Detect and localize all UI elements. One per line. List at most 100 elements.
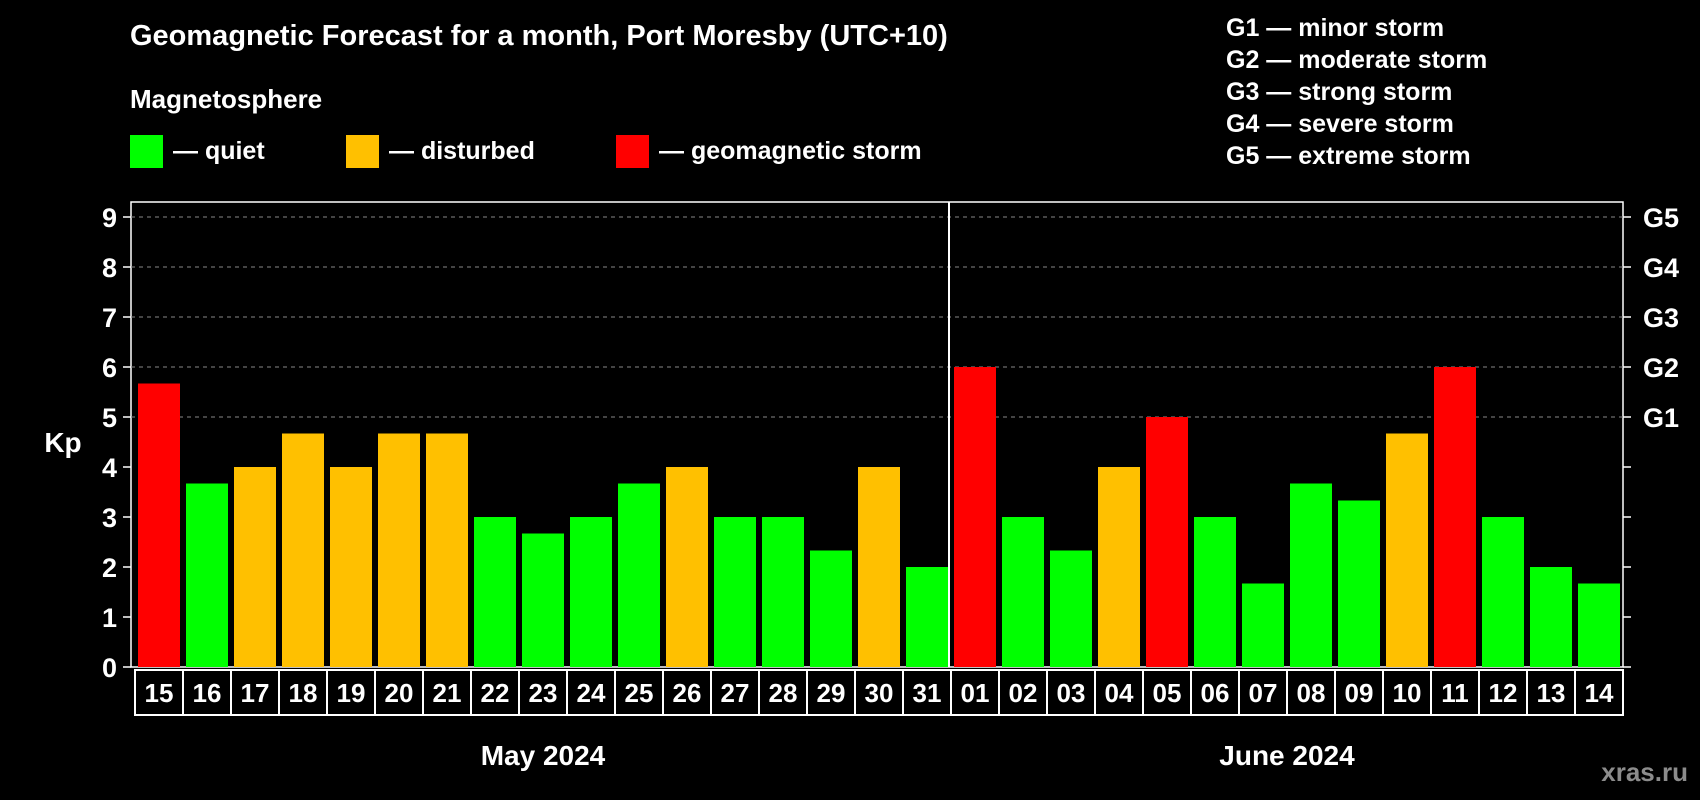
- legend-item-quiet: — quiet: [130, 134, 265, 168]
- bar-13: [1530, 567, 1572, 667]
- legend-swatch-disturbed: [346, 134, 379, 168]
- bar-29: [810, 550, 852, 667]
- legend-swatch-quiet: [130, 134, 163, 168]
- bar-17: [234, 467, 276, 667]
- bar-30: [858, 467, 900, 667]
- bar-26: [666, 467, 708, 667]
- storm-scale-g5: G5 — extreme storm: [1226, 142, 1471, 170]
- x-tick-label-23: 23: [529, 678, 558, 708]
- x-tick-label-12: 12: [1489, 678, 1518, 708]
- x-tick-label-01: 01: [961, 678, 990, 708]
- y-tick-label: 4: [102, 453, 117, 483]
- bar-14: [1578, 583, 1620, 667]
- bar-20: [378, 433, 420, 667]
- x-tick-label-22: 22: [481, 678, 510, 708]
- bar-04: [1098, 467, 1140, 667]
- x-tick-label-08: 08: [1297, 678, 1326, 708]
- x-tick-label-15: 15: [145, 678, 174, 708]
- storm-scale-g1: G1 — minor storm: [1226, 14, 1445, 42]
- right-axis-label-G2: G2: [1643, 353, 1679, 383]
- x-tick-label-09: 09: [1345, 678, 1374, 708]
- x-tick-label-05: 05: [1153, 678, 1182, 708]
- x-tick-label-07: 07: [1249, 678, 1278, 708]
- bar-11: [1434, 367, 1476, 667]
- legend-swatch-storm: [616, 134, 649, 168]
- x-tick-label-17: 17: [241, 678, 270, 708]
- y-tick-label: 2: [102, 553, 117, 583]
- legend-item-disturbed: — disturbed: [346, 134, 535, 168]
- x-tick-label-16: 16: [193, 678, 222, 708]
- x-tick-label-18: 18: [289, 678, 318, 708]
- bar-15: [138, 383, 180, 667]
- x-tick-label-28: 28: [769, 678, 798, 708]
- bar-16: [186, 483, 228, 667]
- right-axis-label-G4: G4: [1643, 253, 1679, 283]
- x-tick-label-24: 24: [577, 678, 606, 708]
- bar-08: [1290, 483, 1332, 667]
- x-tick-label-10: 10: [1393, 678, 1422, 708]
- x-tick-label-14: 14: [1585, 678, 1614, 708]
- y-tick-label: 5: [102, 403, 117, 433]
- x-tick-label-04: 04: [1105, 678, 1134, 708]
- date-axis-box: [134, 669, 1624, 716]
- bar-06: [1194, 517, 1236, 667]
- watermark: xras.ru: [1601, 757, 1688, 787]
- bar-02: [1002, 517, 1044, 667]
- storm-scale-g2: G2 — moderate storm: [1226, 46, 1488, 74]
- x-tick-label-21: 21: [433, 678, 462, 708]
- x-tick-label-11: 11: [1441, 678, 1469, 708]
- bar-21: [426, 433, 468, 667]
- x-tick-label-19: 19: [337, 678, 366, 708]
- x-tick-label-02: 02: [1009, 678, 1038, 708]
- y-tick-label: 6: [102, 353, 117, 383]
- bar-05: [1146, 417, 1188, 667]
- bar-31: [906, 567, 948, 667]
- month-label-0: May 2024: [481, 740, 606, 771]
- y-tick-label: 7: [102, 303, 117, 333]
- legend-item-storm: — geomagnetic storm: [616, 134, 922, 168]
- x-tick-label-29: 29: [817, 678, 846, 708]
- month-label-1: June 2024: [1219, 740, 1355, 771]
- chart-title: Geomagnetic Forecast for a month, Port M…: [130, 20, 948, 52]
- x-tick-label-27: 27: [721, 678, 750, 708]
- y-axis-label: Kp: [44, 427, 81, 458]
- bar-19: [330, 467, 372, 667]
- y-tick-label: 3: [102, 503, 117, 533]
- storm-scale-g3: G3 — strong storm: [1226, 78, 1453, 106]
- y-tick-label: 1: [102, 603, 117, 633]
- bar-27: [714, 517, 756, 667]
- legend-label-quiet: — quiet: [173, 136, 265, 165]
- legend-label-disturbed: — disturbed: [389, 136, 535, 165]
- bar-01: [954, 367, 996, 667]
- bar-09: [1338, 500, 1380, 667]
- bar-28: [762, 517, 804, 667]
- right-axis-label-G3: G3: [1643, 303, 1679, 333]
- bar-23: [522, 533, 564, 667]
- bar-22: [474, 517, 516, 667]
- y-tick-label: 8: [102, 253, 117, 283]
- bar-18: [282, 433, 324, 667]
- x-tick-label-26: 26: [673, 678, 702, 708]
- bar-10: [1386, 433, 1428, 667]
- x-tick-label-25: 25: [625, 678, 654, 708]
- right-axis-label-G5: G5: [1643, 203, 1679, 233]
- bar-12: [1482, 517, 1524, 667]
- x-tick-label-03: 03: [1057, 678, 1086, 708]
- x-tick-label-30: 30: [865, 678, 894, 708]
- bar-07: [1242, 583, 1284, 667]
- bar-24: [570, 517, 612, 667]
- x-tick-label-13: 13: [1537, 678, 1566, 708]
- y-tick-label: 9: [102, 203, 117, 233]
- bar-25: [618, 483, 660, 667]
- right-axis-label-G1: G1: [1643, 403, 1679, 433]
- bar-03: [1050, 550, 1092, 667]
- x-tick-label-31: 31: [913, 678, 942, 708]
- magnetosphere-heading: Magnetosphere: [130, 84, 323, 114]
- x-tick-label-06: 06: [1201, 678, 1230, 708]
- storm-scale-g4: G4 — severe storm: [1226, 110, 1454, 138]
- legend-label-storm: — geomagnetic storm: [659, 136, 922, 165]
- y-tick-label: 0: [102, 653, 117, 683]
- x-tick-label-20: 20: [385, 678, 414, 708]
- storm-scale-legend: G1 — minor storm G2 — moderate storm G3 …: [1226, 12, 1487, 172]
